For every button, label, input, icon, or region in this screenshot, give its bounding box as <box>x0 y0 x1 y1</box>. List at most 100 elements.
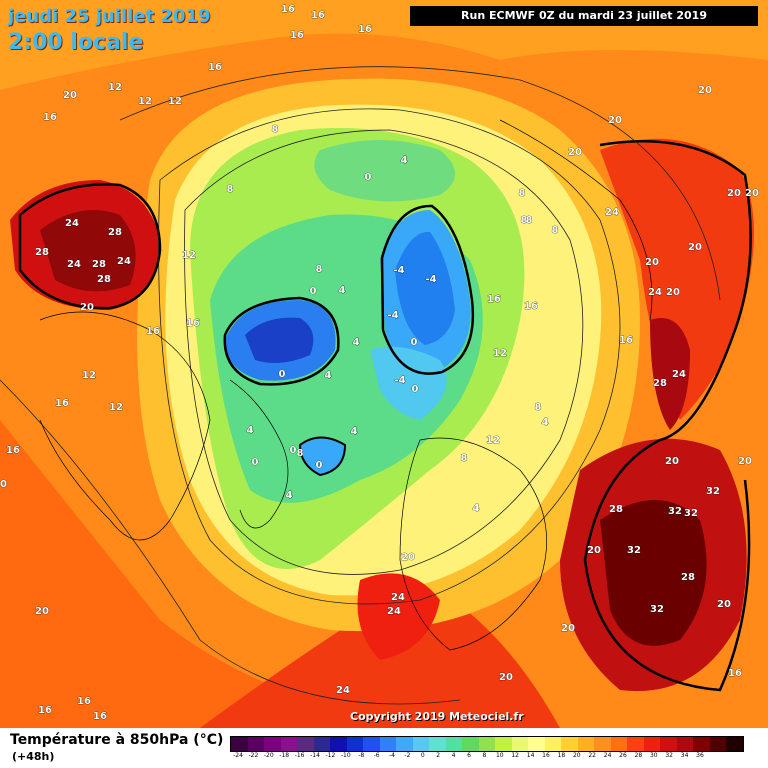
isotherm-value-label: 24 <box>67 259 81 270</box>
isotherm-value-label: 12 <box>138 96 152 107</box>
map-canvas: 16 16 16 16 16 12 12 12 20 16 20 20 20 20 20 24 20 20 24 20… <box>0 0 768 728</box>
isotherm-value-label: 0 <box>411 337 418 348</box>
isotherm-value-label: 20 <box>35 606 49 617</box>
scale-swatch <box>379 737 396 751</box>
isotherm-value-label: 24 <box>387 606 401 617</box>
isotherm-value-label: 4 <box>353 337 360 348</box>
isotherm-value-label: 24 <box>648 287 662 298</box>
scale-swatch <box>297 737 314 751</box>
isotherm-value-label: 20 <box>561 623 575 634</box>
isotherm-value-label: 20 <box>568 147 582 158</box>
scale-swatch <box>280 737 297 751</box>
isotherm-value-label: 16 <box>38 705 52 716</box>
isotherm-value-label: 12 <box>82 370 96 381</box>
isotherm-20-west <box>18 183 162 310</box>
scale-swatch <box>610 737 627 751</box>
scale-swatch <box>330 737 347 751</box>
isotherm-value-label: 12 <box>182 250 196 261</box>
copyright-text: Copyright 2019 Meteociel.fr <box>350 710 524 723</box>
scale-tick-label: 0 <box>420 752 425 759</box>
scale-swatch <box>445 737 462 751</box>
isotherm-value-label: 12 <box>168 96 182 107</box>
isotherm-value-label: 28 <box>97 274 111 285</box>
isotherm-value-label: 8 <box>461 453 468 464</box>
scale-swatch <box>544 737 561 751</box>
isotherm-value-label: 8 <box>526 215 533 226</box>
variable-label: Température à 850hPa (°C) <box>10 732 224 748</box>
scale-swatch <box>231 737 248 751</box>
isotherm-value-label: 0 <box>279 369 286 380</box>
isotherm-value-label: -4 <box>394 375 405 386</box>
isotherm-value-label: 16 <box>728 668 742 679</box>
isotherm-value-label: 4 <box>247 425 254 436</box>
isotherm-labels: 16 16 16 16 16 12 12 12 20 16 20 20 20 20 20 24 20 20 24 20… <box>0 4 759 723</box>
isotherm-value-label: 8 <box>535 402 542 413</box>
isotherm-value-label: 16 <box>43 112 57 123</box>
scale-tick-label: -2 <box>404 752 411 759</box>
isotherm-value-label: 20 <box>645 257 659 268</box>
scale-swatch <box>495 737 512 751</box>
isotherm-value-label: 24 <box>65 218 79 229</box>
scale-tick-label: 26 <box>619 752 627 759</box>
isotherm-value-label: 4 <box>339 285 346 296</box>
isotherm-value-label: 16 <box>358 24 372 35</box>
scale-tick-label: 36 <box>696 752 704 759</box>
legend-footer: Température à 850hPa (°C) (+48h) -24 -22-… <box>0 728 768 768</box>
scale-swatch <box>726 737 743 751</box>
scale-tick-label: 28 <box>634 752 643 759</box>
isotherm-value-label: 28 <box>609 504 623 515</box>
isotherm-value-label: 4 <box>401 155 408 166</box>
isotherm-value-label: 28 <box>35 247 49 258</box>
isotherm-value-label: 20 <box>587 545 601 556</box>
scale-swatch <box>643 737 660 751</box>
isotherm-value-label: 4 <box>286 490 293 501</box>
scale-tick-label: 18 <box>557 752 566 759</box>
scale-tick-label: 8 <box>482 752 487 759</box>
scale-swatch <box>577 737 594 751</box>
isotherm-value-label: 0 <box>310 286 317 297</box>
isotherm-value-label: 20 <box>717 599 731 610</box>
isotherm-value-label: 0 <box>290 445 297 456</box>
scale-tick-label: -12 <box>325 752 336 759</box>
scale-tick-label: 22 <box>588 752 597 759</box>
scale-tick-label: 14 <box>526 752 535 759</box>
isotherm-value-label: 20 <box>688 242 702 253</box>
scale-tick-label: 16 <box>542 752 550 759</box>
isotherm-value-label: 20 <box>80 302 94 313</box>
scale-tick-label: -4 <box>389 752 395 759</box>
scale-swatch <box>676 737 693 751</box>
isotherm-0-east <box>380 204 475 375</box>
isotherm-value-label: -4 <box>393 265 404 276</box>
isotherm-value-label: 16 <box>290 30 304 41</box>
scale-swatch <box>511 737 528 751</box>
temperature-map: 16 16 16 16 16 12 12 12 20 16 20 20 20 20 20 24 20 20 24 20… <box>0 0 768 728</box>
isotherm-value-label: 20 <box>698 85 712 96</box>
isotherm-value-label: 32 <box>668 506 682 517</box>
scale-swatch <box>627 737 644 751</box>
scale-tick-label: 30 <box>649 752 658 759</box>
isotherm-value-label: 16 <box>487 294 501 305</box>
isotherm-value-label: 12 <box>108 82 122 93</box>
scale-swatch <box>264 737 281 751</box>
isotherm-value-label: 4 <box>473 503 480 514</box>
isotherm-value-label: 20 <box>745 188 759 199</box>
scale-tick-label: 24 <box>603 752 612 759</box>
isotherm-value-label: 8 <box>521 215 528 226</box>
isotherm-value-label: 20 <box>738 456 752 467</box>
isotherm-value-label: 8 <box>316 264 323 275</box>
scale-tick-label: 10 <box>495 752 504 759</box>
isotherm-value-label: 16 <box>77 696 91 707</box>
isotherm-value-label: 0 <box>412 384 419 395</box>
scale-swatch <box>528 737 545 751</box>
isotherm-value-label: 16 <box>208 62 222 73</box>
scale-swatch <box>396 737 413 751</box>
coastline-greenland <box>229 379 289 529</box>
scale-swatch <box>429 737 446 751</box>
isotherm-value-label: 24 <box>605 207 619 218</box>
isotherm-value-label: 28 <box>653 378 667 389</box>
scale-swatch <box>247 737 264 751</box>
coastline-europe <box>399 437 548 651</box>
scale-tick-label: 12 <box>511 752 520 759</box>
isotherm-value-label: 28 <box>108 227 122 238</box>
scale-tick-label: -24 <box>233 752 243 759</box>
